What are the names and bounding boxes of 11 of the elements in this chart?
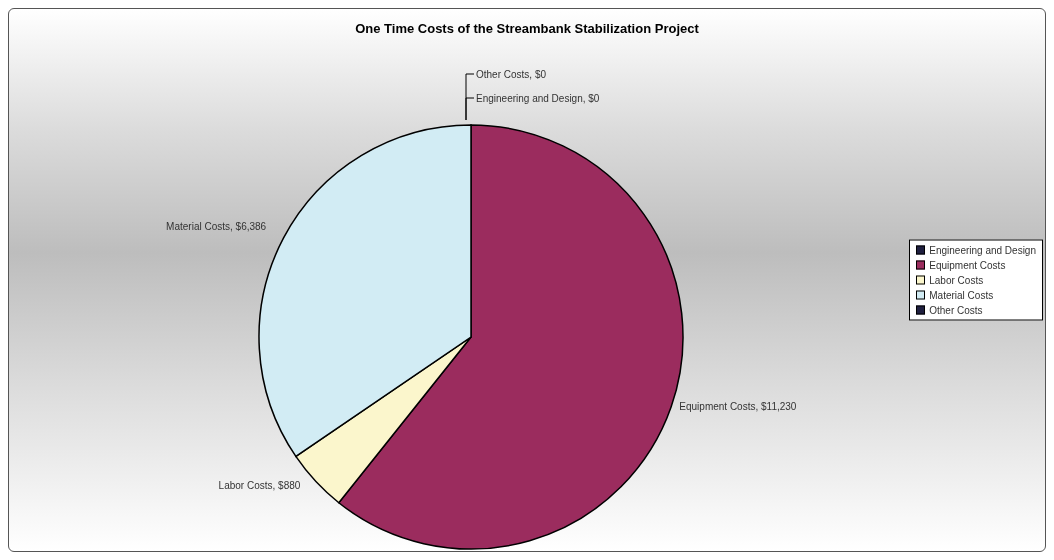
text: Engineering and Design, $0 xyxy=(476,92,600,104)
chart-title: One Time Costs of the Streambank Stabilization Project xyxy=(354,21,700,36)
legend-label: Engineering and Design xyxy=(929,243,1036,258)
legend-label: Labor Costs xyxy=(929,273,984,288)
data-label: Labor Costs, $880 xyxy=(218,480,301,492)
data-label: Equipment Costs, $11,230 xyxy=(679,401,797,413)
text: Other Costs, $0 xyxy=(476,68,547,80)
legend-label: Other Costs xyxy=(929,303,983,318)
data-label: Material Costs, $6,386 xyxy=(166,220,267,232)
legend-label: Material Costs xyxy=(929,288,994,303)
legend-label: Equipment Costs xyxy=(929,258,1006,273)
